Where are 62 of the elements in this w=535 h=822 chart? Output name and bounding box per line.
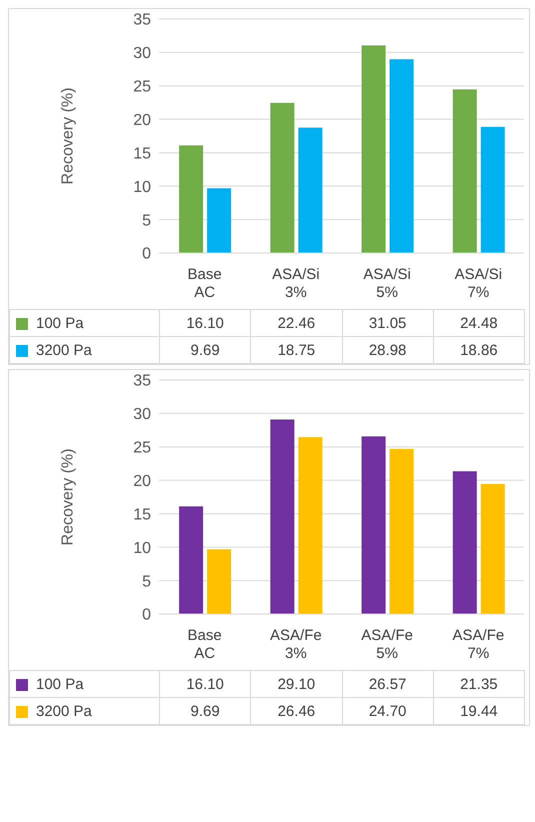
data-label: 18.75 (250, 336, 342, 364)
x-tick-label: Base AC (188, 627, 222, 662)
data-label: 9.69 (160, 698, 251, 724)
y-tick-label: 5 (142, 573, 152, 590)
bar (452, 471, 477, 614)
data-label: 26.46 (250, 698, 342, 724)
bar (480, 484, 505, 614)
y-tick-label: 30 (133, 45, 152, 62)
y-tick-label: 25 (133, 440, 152, 457)
data-label: 24.48 (433, 310, 524, 336)
bar (362, 436, 386, 614)
x-tick-label: ASA/Fe 5% (361, 627, 413, 662)
x-tick-label: ASA/Si 5% (363, 266, 411, 301)
y-tick-label: 0 (142, 246, 152, 263)
y-tick-label: 35 (133, 372, 152, 390)
y-tick-label: 25 (133, 78, 152, 96)
bar (452, 89, 477, 253)
legend-label: 100 Pa (36, 314, 84, 332)
bar (362, 45, 386, 253)
data-label: 31.05 (342, 310, 434, 336)
data-label: 16.10 (160, 670, 251, 698)
legend-label: 3200 Pa (36, 342, 92, 358)
y-tick-label: 15 (133, 145, 152, 162)
data-label: 19.44 (433, 698, 524, 724)
data-label: 29.10 (250, 670, 342, 698)
bar (207, 549, 232, 614)
bar (298, 437, 322, 614)
x-tick-label: Base AC (188, 266, 222, 301)
y-tick-label: 15 (133, 506, 152, 524)
data-label: 18.86 (433, 336, 524, 364)
data-label: 28.98 (342, 336, 434, 364)
legend-label: 100 Pa (36, 676, 84, 692)
y-axis-title: Recovery (%) (60, 88, 77, 184)
y-tick-label: 5 (142, 212, 152, 230)
bar (207, 188, 232, 253)
y-tick-label: 20 (133, 472, 152, 490)
x-tick-label: ASA/Si 3% (272, 266, 320, 301)
bar (390, 448, 414, 614)
bar (179, 506, 204, 614)
data-label: 9.69 (160, 336, 251, 364)
x-tick-label: ASA/Fe 7% (452, 627, 504, 662)
x-tick-label: ASA/Fe 3% (270, 627, 322, 662)
y-tick-label: 10 (133, 178, 152, 196)
bar (270, 102, 294, 253)
bar (480, 126, 505, 253)
data-label: 21.35 (433, 670, 524, 698)
data-label: 22.46 (250, 310, 342, 336)
bar (179, 145, 204, 253)
x-tick-label: ASA/Si 7% (454, 266, 502, 301)
bar (298, 128, 322, 253)
data-label: 26.57 (342, 670, 434, 698)
data-label: 24.70 (342, 698, 434, 724)
bar (390, 59, 414, 253)
data-label: 16.10 (160, 310, 251, 336)
y-tick-label: 20 (133, 112, 152, 129)
y-axis-title: Recovery (%) (60, 448, 77, 546)
y-tick-label: 10 (133, 540, 152, 557)
y-tick-label: 35 (133, 12, 152, 29)
bar (270, 419, 294, 614)
legend-label: 3200 Pa (36, 702, 92, 720)
y-tick-label: 0 (142, 606, 152, 624)
y-tick-label: 30 (133, 406, 152, 424)
